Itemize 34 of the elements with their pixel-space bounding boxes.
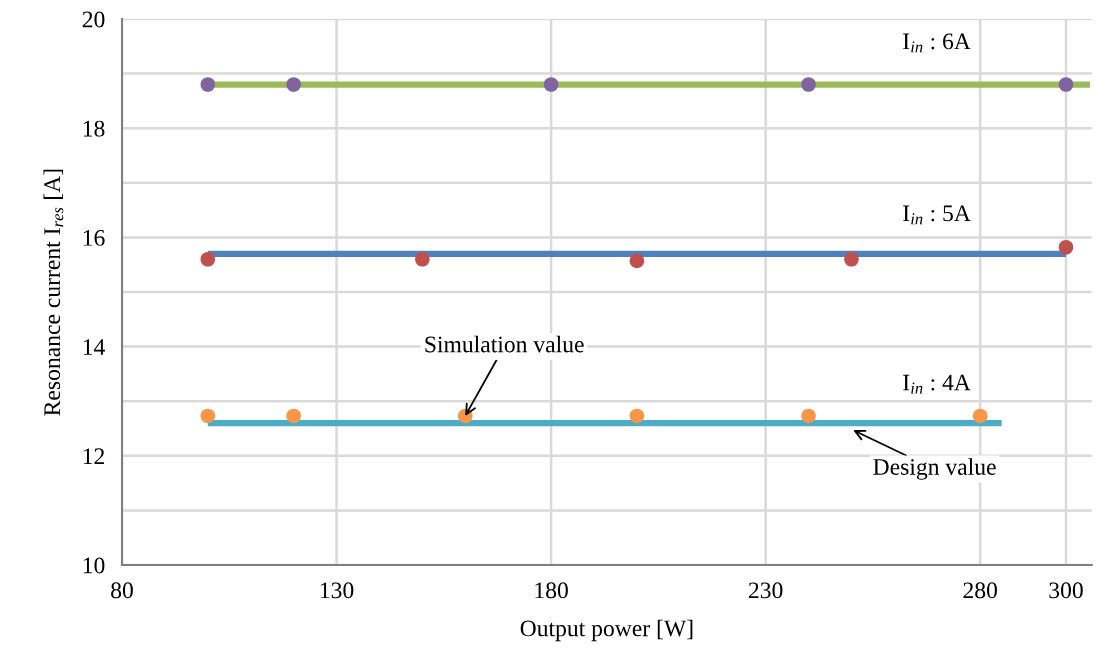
- annotation: I$_{in}$ : 6A: [903, 33, 971, 53]
- point: [286, 408, 301, 424]
- y-tick-label: 18: [83, 120, 105, 137]
- x-tick-label: 180: [535, 582, 568, 599]
- point: [972, 408, 988, 424]
- y-tick-label: 20: [82, 11, 105, 28]
- point: [844, 251, 859, 267]
- x-tick-label: 80: [111, 582, 133, 599]
- y-tick-label: 12: [83, 448, 105, 464]
- annotation: Simulation value: [425, 335, 584, 353]
- annotation: I$_{in}$ : 4A: [903, 374, 971, 394]
- point: [801, 408, 816, 424]
- x-axis-title: Output power [W]: [520, 619, 693, 642]
- point: [200, 77, 216, 92]
- x-tick-label: 230: [748, 582, 783, 599]
- point: [801, 77, 816, 92]
- point: [200, 408, 216, 424]
- point: [415, 251, 430, 267]
- y-tick-label: 14: [83, 339, 105, 355]
- point: [629, 253, 645, 269]
- annotation: I$_{in}$ : 5A: [903, 205, 971, 225]
- y-axis-title: Resonance current I$_{res}$ [A]: [43, 169, 64, 416]
- point: [1058, 77, 1074, 92]
- point: [629, 408, 645, 424]
- x-tick-label: 300: [1049, 582, 1083, 599]
- point: [200, 251, 216, 267]
- y-tick-label: 16: [83, 229, 105, 246]
- annotation: Design value: [873, 458, 996, 480]
- y-tick-label: 10: [83, 557, 105, 574]
- point: [543, 77, 559, 92]
- x-tick-label: 280: [963, 582, 997, 599]
- x-tick-label: 130: [320, 582, 354, 599]
- point: [1058, 239, 1074, 255]
- point: [286, 77, 301, 92]
